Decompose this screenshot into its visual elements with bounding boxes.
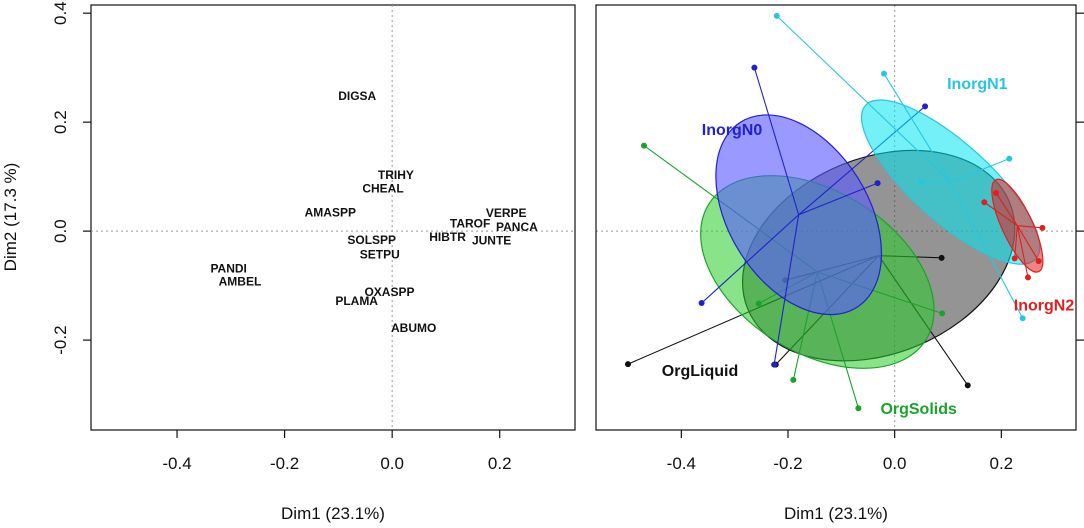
sample-point [755, 300, 762, 307]
spoke-line [950, 158, 1010, 183]
sample-point [1035, 258, 1042, 265]
left-y-axis-label: Dim2 (17.3 %) [1, 163, 20, 272]
right-x-tick-label: 0.0 [883, 454, 907, 473]
species-label: HIBTR [429, 230, 466, 244]
left-axis-ticks: -0.4 -0.2 0.0 0.2 -0.2 0.0 0.2 0.4 [51, 1, 512, 473]
sample-point [964, 382, 971, 389]
treatment-group-labels: OrgLiquid OrgSolids InorgN0 InorgN1 InorgN2 [662, 76, 1075, 418]
spoke-line [1016, 225, 1040, 262]
species-label: TAROF [450, 216, 490, 230]
left-y-tick-label: -0.2 [51, 325, 70, 354]
species-panel: -0.4 -0.2 0.0 0.2 -0.2 0.0 0.2 0.4 DIGSA TRIHYCH… [1, 1, 576, 523]
left-x-tick-label: 0.0 [380, 454, 404, 473]
right-x-axis-label: Dim1 (23.1%) [784, 504, 888, 523]
sample-point [751, 64, 758, 71]
species-label: SOLSPP [347, 233, 396, 247]
group-label: InorgN2 [1014, 298, 1075, 315]
sample-point [1006, 155, 1013, 162]
spoke-line [701, 214, 800, 304]
spoke-line [1017, 225, 1043, 229]
sample-point [918, 179, 925, 186]
right-x-tick-label: -0.4 [667, 454, 696, 473]
species-label: PANCA [496, 220, 538, 234]
spoke-line [883, 73, 952, 183]
treatment-groups [625, 12, 1046, 412]
spoke-line [773, 214, 800, 365]
spoke-line [1014, 225, 1018, 259]
left-x-tick-label: 0.2 [488, 454, 512, 473]
species-label: PANDI [210, 262, 246, 276]
right-x-tick-label: 0.2 [990, 454, 1014, 473]
sample-point [698, 300, 705, 307]
group-label: OrgSolids [880, 401, 957, 418]
species-label: DIGSA [338, 89, 376, 103]
spoke-line [753, 67, 800, 215]
sample-point [993, 189, 999, 196]
left-y-tick-label: 0.0 [51, 219, 70, 243]
sample-point [773, 12, 780, 19]
species-label: AMASPP [305, 206, 356, 220]
left-x-tick-label: -0.4 [162, 454, 191, 473]
species-label: JUNTE [472, 233, 511, 247]
spoke-line [983, 201, 1018, 227]
spoke-line [776, 15, 952, 183]
sample-point [922, 103, 929, 110]
spoke-line [995, 192, 1018, 226]
left-y-tick-label: 0.2 [51, 110, 70, 134]
group-label: InorgN0 [702, 122, 763, 139]
left-y-tick-label: 0.4 [51, 1, 70, 25]
sample-point [939, 310, 946, 317]
sample-point [874, 180, 881, 187]
sample-point [1011, 255, 1018, 262]
treatment-panel: OrgLiquidOrgSolidsInorgN0InorgN1InorgN2 … [595, 4, 1084, 523]
sample-point [641, 142, 647, 149]
sample-point [855, 405, 862, 412]
left-plot-frame [90, 4, 576, 431]
spoke-line [798, 182, 878, 216]
species-label: PLAMA [335, 294, 378, 308]
sample-point [1019, 315, 1026, 322]
species-label: OXASPP [364, 285, 414, 299]
spoke-line [950, 181, 1024, 319]
sample-point [1025, 274, 1031, 281]
left-reference-lines [91, 5, 575, 430]
group-label: InorgN1 [947, 76, 1008, 93]
right-x-tick-label: -0.2 [773, 454, 802, 473]
sample-point [938, 254, 945, 261]
right-plot-frame [595, 4, 1077, 431]
sample-point [625, 361, 631, 368]
sample-point [881, 70, 887, 77]
sample-point [1039, 224, 1046, 231]
spoke-line [1016, 225, 1029, 278]
group-inorgn2 [981, 178, 1046, 281]
sample-point [981, 199, 988, 206]
species-label: SETPU [360, 248, 400, 262]
sample-point [790, 376, 797, 383]
left-x-tick-label: -0.2 [270, 454, 299, 473]
species-label: TRIHY [378, 168, 414, 182]
group-label: OrgLiquid [662, 363, 738, 380]
group-inorgn0 [698, 64, 929, 368]
right-axis-ticks: -0.4 -0.2 0.0 0.2 [667, 12, 1084, 473]
species-label: AMBEL [219, 274, 262, 288]
left-x-axis-label: Dim1 (23.1%) [281, 504, 385, 523]
species-label: ABUMO [391, 321, 436, 335]
species-label: CHEAL [362, 182, 403, 196]
species-label: VERPE [486, 206, 527, 220]
sample-point [771, 361, 778, 368]
